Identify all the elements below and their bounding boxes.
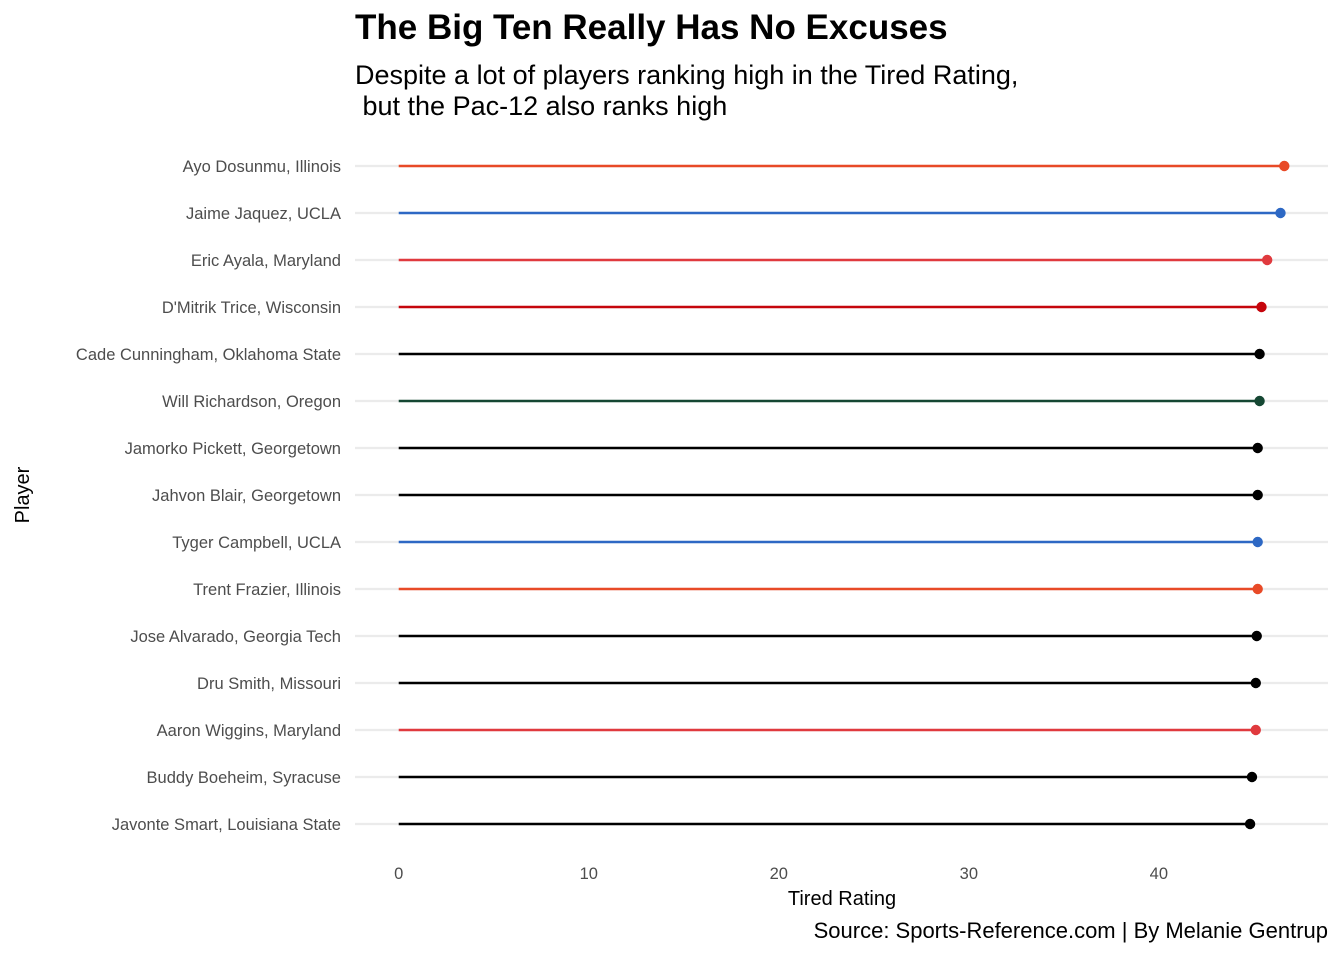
lollipop-dot — [1252, 583, 1263, 595]
y-tick-label: Eric Ayala, Maryland — [191, 252, 341, 270]
x-tick-label: 20 — [770, 865, 788, 883]
y-tick-label: D'Mitrik Trice, Wisconsin — [162, 299, 341, 317]
lollipop-dot — [1250, 724, 1261, 736]
x-tick-label: 30 — [960, 865, 978, 883]
dot-layer — [1244, 160, 1290, 830]
chart-subtitle: Despite a lot of players ranking high in… — [355, 60, 1019, 121]
y-tick-label: Jaime Jaquez, UCLA — [186, 205, 341, 223]
lollipop-dot — [1250, 677, 1261, 689]
lollipop-dot — [1252, 536, 1263, 548]
y-tick-label: Ayo Dosunmu, Illinois — [183, 158, 341, 176]
chart-title: The Big Ten Really Has No Excuses — [355, 8, 948, 47]
lollipop-dot — [1251, 630, 1262, 642]
lollipop-dot — [1246, 771, 1258, 783]
y-tick-label: Dru Smith, Missouri — [197, 675, 341, 693]
x-tick-label: 10 — [580, 865, 598, 883]
y-tick-label: Tyger Campbell, UCLA — [172, 534, 341, 552]
y-tick-label: Jose Alvarado, Georgia Tech — [130, 628, 341, 646]
lollipop-dot — [1252, 442, 1263, 454]
x-axis-title: Tired Rating — [788, 888, 896, 910]
lollipop-dot — [1252, 489, 1263, 501]
lollipop-dot — [1254, 348, 1265, 360]
x-tick-label: 40 — [1150, 865, 1168, 883]
y-tick-label: Cade Cunningham, Oklahoma State — [76, 346, 341, 364]
lollipop-dot — [1279, 160, 1290, 172]
y-tick-labels: Ayo Dosunmu, Illinois Jaime Jaquez, UCLA E… — [76, 158, 341, 834]
y-tick-label: Buddy Boeheim, Syracuse — [147, 769, 341, 787]
x-tick-labels: 0 10 20 30 40 — [394, 865, 1168, 883]
lollipop-dot — [1256, 301, 1267, 313]
y-tick-label: Jamorko Pickett, Georgetown — [125, 440, 341, 458]
stem-layer — [398, 164, 1285, 826]
chart-caption: Source: Sports-Reference.com | By Melani… — [813, 918, 1328, 943]
lollipop-dot — [1244, 818, 1256, 830]
y-axis-title: Player — [12, 466, 34, 523]
lollipop-dot — [1261, 254, 1273, 266]
lollipop-dot — [1254, 395, 1265, 407]
y-tick-label: Will Richardson, Oregon — [162, 393, 341, 411]
y-tick-label: Trent Frazier, Illinois — [193, 581, 341, 599]
lollipop-dot — [1275, 207, 1286, 219]
x-tick-label: 0 — [394, 865, 403, 883]
y-tick-label: Aaron Wiggins, Maryland — [157, 722, 341, 740]
y-tick-label: Jahvon Blair, Georgetown — [152, 487, 341, 505]
y-tick-label: Javonte Smart, Louisiana State — [112, 816, 341, 834]
